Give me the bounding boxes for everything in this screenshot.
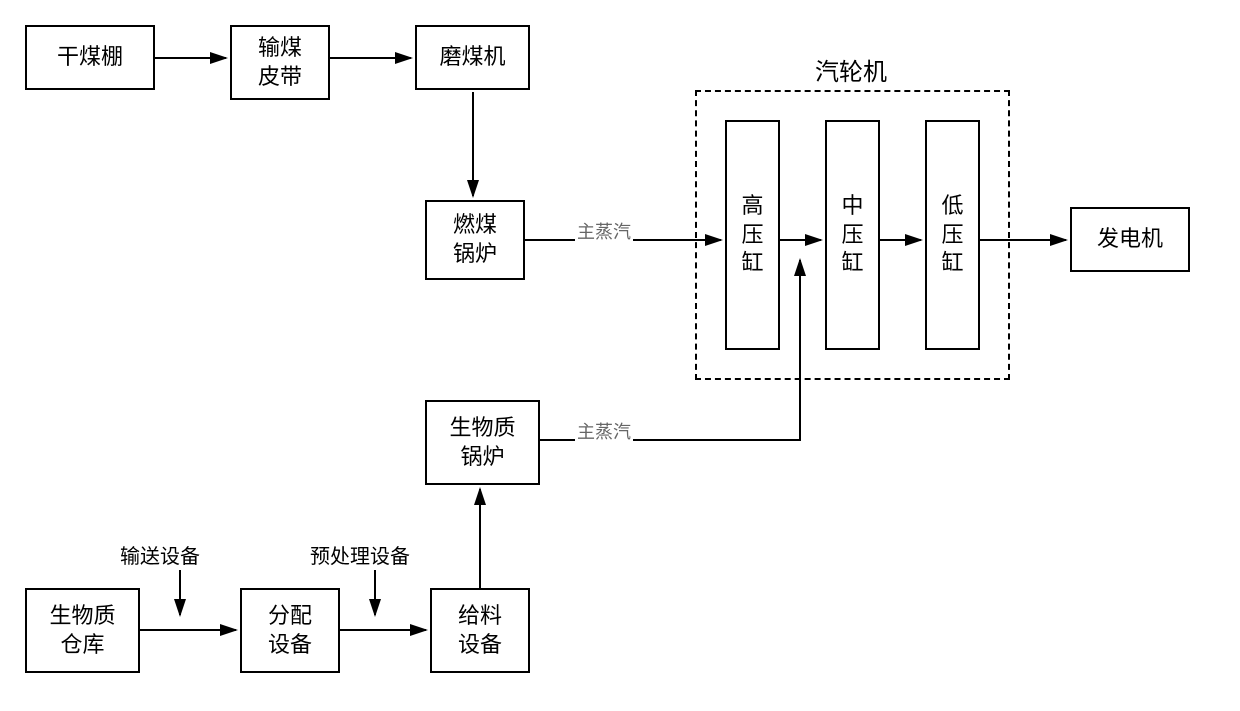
- node-label: 给料 设备: [458, 602, 502, 659]
- node-label: 干煤棚: [57, 43, 123, 72]
- node-label: 低 压 缸: [941, 192, 963, 278]
- node-coal-boiler: 燃煤 锅炉: [425, 200, 525, 280]
- node-label: 生物质 锅炉: [449, 414, 515, 471]
- diagram-edges: [0, 0, 1240, 711]
- turbine-title: 汽轮机: [815, 52, 887, 87]
- node-label: 输煤 皮带: [258, 34, 302, 91]
- edge-label-main-steam-1: 主蒸汽: [575, 218, 633, 244]
- node-hp-cylinder: 高 压 缸: [725, 120, 780, 350]
- node-mp-cylinder: 中 压 缸: [825, 120, 880, 350]
- node-label: 分配 设备: [268, 602, 312, 659]
- node-label: 发电机: [1097, 225, 1163, 254]
- node-generator: 发电机: [1070, 207, 1190, 272]
- node-label: 磨煤机: [439, 43, 505, 72]
- node-coal-belt: 输煤 皮带: [230, 25, 330, 100]
- node-label: 高 压 缸: [741, 192, 763, 278]
- edge-label-main-steam-2: 主蒸汽: [575, 418, 633, 444]
- node-biomass-boiler: 生物质 锅炉: [425, 400, 540, 485]
- node-label: 生物质 仓库: [49, 602, 115, 659]
- edge-label-conveyor: 输送设备: [120, 540, 200, 569]
- node-dry-coal-shed: 干煤棚: [25, 25, 155, 90]
- node-coal-mill: 磨煤机: [415, 25, 530, 90]
- node-label: 燃煤 锅炉: [453, 211, 497, 268]
- node-distribution: 分配 设备: [240, 588, 340, 673]
- edge-label-pretreatment: 预处理设备: [310, 540, 410, 569]
- node-biomass-warehouse: 生物质 仓库: [25, 588, 140, 673]
- node-feeding: 给料 设备: [430, 588, 530, 673]
- node-label: 中 压 缸: [841, 192, 863, 278]
- node-lp-cylinder: 低 压 缸: [925, 120, 980, 350]
